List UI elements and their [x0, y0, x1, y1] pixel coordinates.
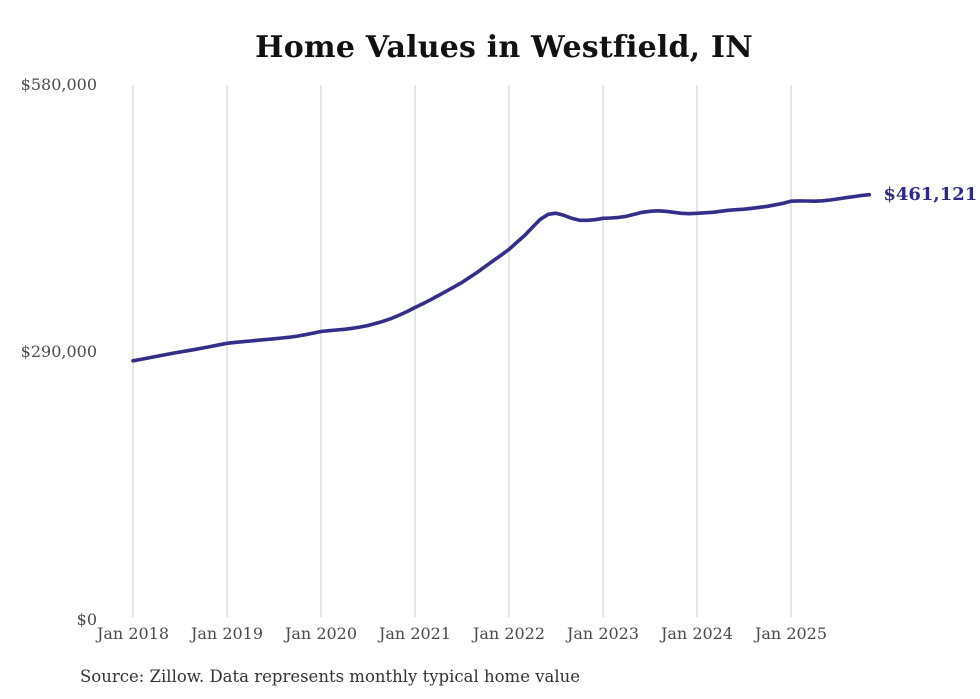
x-axis-tick-label: Jan 2023: [566, 624, 640, 643]
x-axis-tick-label: Jan 2021: [378, 624, 452, 643]
y-axis-tick-label: $0: [76, 610, 97, 629]
x-axis-tick-label: Jan 2025: [754, 624, 828, 643]
source-note: Source: Zillow. Data represents monthly …: [80, 667, 581, 686]
y-axis-tick-label: $580,000: [20, 75, 97, 94]
x-axis-tick-label: Jan 2018: [96, 624, 170, 643]
x-axis-tick-label: Jan 2024: [660, 624, 734, 643]
x-axis-tick-label: Jan 2020: [284, 624, 358, 643]
latest-value-label: $461,121: [883, 183, 978, 205]
x-axis-tick-label: Jan 2022: [472, 624, 546, 643]
y-axis-tick-label: $290,000: [20, 342, 97, 361]
home-value-line: [131, 192, 872, 363]
chart-title: Home Values in Westfield, IN: [255, 30, 753, 65]
x-axis-tick-label: Jan 2019: [190, 624, 264, 643]
